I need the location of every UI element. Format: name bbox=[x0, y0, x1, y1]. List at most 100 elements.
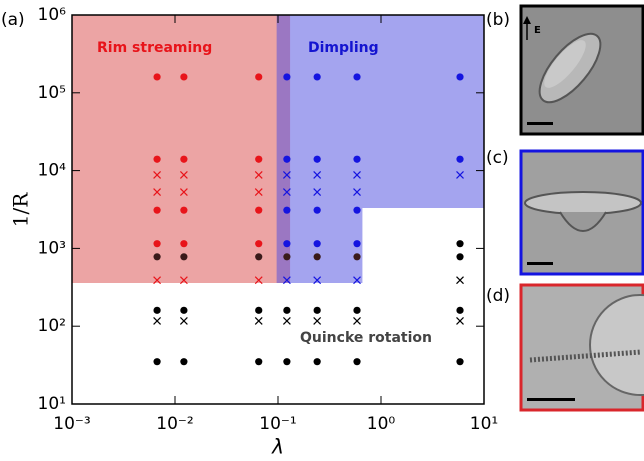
y-tick-label: 10¹ bbox=[38, 394, 66, 414]
point bbox=[153, 253, 161, 261]
point bbox=[255, 253, 263, 261]
panel-label: (d) bbox=[486, 286, 510, 306]
point bbox=[456, 316, 464, 325]
point bbox=[313, 73, 321, 81]
point bbox=[180, 73, 188, 81]
point bbox=[283, 206, 291, 214]
point bbox=[180, 253, 188, 261]
point bbox=[179, 170, 188, 179]
point bbox=[353, 253, 361, 261]
point bbox=[353, 73, 361, 81]
point bbox=[283, 253, 291, 261]
x-tick-label: 10⁻¹ bbox=[259, 414, 296, 434]
point bbox=[282, 188, 291, 196]
panel-label: (c) bbox=[486, 148, 509, 168]
point bbox=[283, 240, 291, 248]
point bbox=[353, 276, 361, 285]
region bbox=[72, 15, 291, 284]
y-tick-label: 10⁶ bbox=[38, 5, 67, 25]
annotation: Dimpling bbox=[308, 40, 379, 56]
point bbox=[456, 253, 464, 261]
point bbox=[153, 358, 161, 366]
point bbox=[282, 170, 291, 179]
annotation: Rim streaming bbox=[97, 40, 212, 56]
x-tick-label: 10⁰ bbox=[367, 414, 396, 434]
point bbox=[179, 188, 188, 196]
point bbox=[180, 358, 188, 366]
point bbox=[153, 73, 161, 81]
point bbox=[353, 316, 361, 325]
point bbox=[153, 188, 162, 196]
point bbox=[313, 206, 321, 214]
point bbox=[456, 155, 464, 163]
point bbox=[254, 276, 263, 285]
point bbox=[353, 155, 361, 163]
point bbox=[282, 316, 291, 325]
point bbox=[153, 240, 161, 248]
point bbox=[353, 170, 361, 179]
point bbox=[153, 316, 162, 325]
point bbox=[153, 306, 161, 314]
point bbox=[313, 306, 321, 314]
point bbox=[353, 358, 361, 366]
y-tick-label: 10⁵ bbox=[38, 83, 66, 103]
point bbox=[180, 206, 188, 214]
panel-label: (b) bbox=[486, 10, 510, 30]
annotation: Quincke rotation bbox=[300, 330, 432, 346]
point bbox=[283, 155, 291, 163]
point bbox=[180, 155, 188, 163]
point bbox=[254, 170, 263, 179]
point bbox=[153, 170, 162, 179]
point bbox=[153, 155, 161, 163]
x-tick-label: 10¹ bbox=[470, 414, 498, 434]
point bbox=[254, 316, 263, 325]
point bbox=[255, 73, 263, 81]
point bbox=[179, 276, 188, 285]
point bbox=[456, 240, 464, 248]
point bbox=[255, 155, 263, 163]
point bbox=[456, 358, 464, 366]
point bbox=[153, 206, 161, 214]
point bbox=[353, 306, 361, 314]
x-axis-label: λ bbox=[271, 435, 284, 459]
point bbox=[313, 253, 321, 261]
point bbox=[353, 240, 361, 248]
point bbox=[456, 170, 464, 179]
point bbox=[313, 240, 321, 248]
point bbox=[353, 188, 361, 196]
point bbox=[456, 306, 464, 314]
point bbox=[313, 316, 322, 325]
x-tick-label: 10⁻³ bbox=[53, 414, 90, 434]
point bbox=[313, 358, 321, 366]
y-tick-label: 10³ bbox=[38, 238, 66, 258]
region bbox=[276, 15, 484, 284]
point bbox=[283, 73, 291, 81]
point bbox=[153, 276, 162, 285]
point bbox=[456, 73, 464, 81]
x-tick-label: 10⁻² bbox=[156, 414, 193, 434]
point bbox=[353, 206, 361, 214]
point bbox=[283, 358, 291, 366]
point bbox=[180, 240, 188, 248]
point bbox=[313, 276, 322, 285]
point bbox=[456, 276, 464, 285]
point bbox=[283, 306, 291, 314]
y-tick-label: 10² bbox=[38, 316, 66, 336]
point bbox=[179, 316, 188, 325]
point bbox=[255, 206, 263, 214]
panel-label: (a) bbox=[1, 10, 25, 30]
photo-d bbox=[519, 283, 644, 412]
y-axis-label: 1/R bbox=[9, 192, 33, 227]
photo-b bbox=[519, 4, 644, 136]
point bbox=[255, 306, 263, 314]
point bbox=[282, 276, 291, 285]
point bbox=[180, 306, 188, 314]
photo-c bbox=[519, 149, 644, 276]
point bbox=[255, 240, 263, 248]
field-label: E bbox=[534, 25, 541, 36]
point bbox=[255, 358, 263, 366]
point bbox=[254, 188, 263, 196]
y-tick-label: 10⁴ bbox=[38, 161, 67, 181]
point bbox=[313, 170, 322, 179]
